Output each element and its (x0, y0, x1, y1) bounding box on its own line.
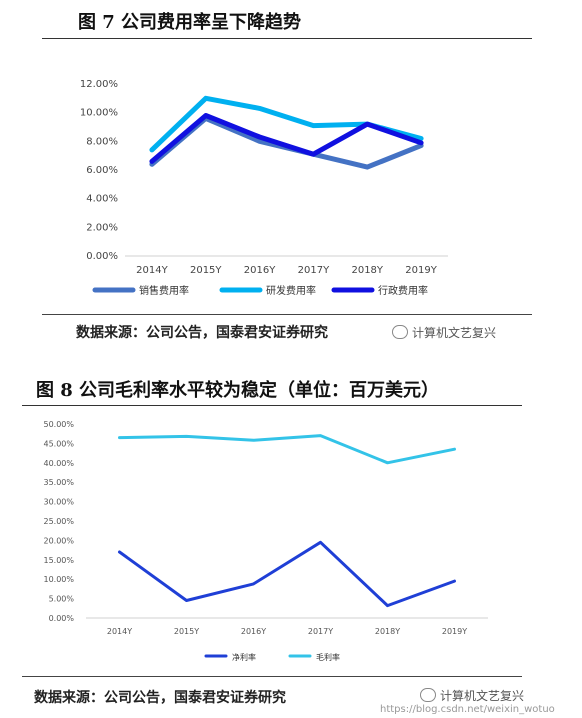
wechat-icon (392, 325, 408, 339)
chart2-x-tick: 2017Y (308, 627, 333, 636)
chart1-x-tick: 2019Y (405, 265, 437, 276)
chart1-y-tick: 6.00% (86, 165, 118, 176)
chart1-x-tick: 2017Y (298, 265, 330, 276)
chart2-y-tick: 5.00% (49, 595, 75, 604)
figure2-source: 数据来源：公司公告，国泰君安证券研究 (34, 690, 286, 706)
wechat-icon (420, 688, 436, 702)
chart1-legend-label: 研发费用率 (266, 284, 316, 297)
figure1-source: 数据来源：公司公告，国泰君安证券研究 (76, 325, 328, 341)
chart2-y-tick: 25.00% (43, 517, 74, 526)
chart1-y-tick: 8.00% (86, 136, 118, 147)
chart2-y-tick: 35.00% (43, 478, 74, 487)
chart2-x-tick: 2016Y (241, 627, 266, 636)
figure1-top-rule (42, 38, 532, 39)
figure1-watermark-text: 计算机文艺复兴 (412, 326, 497, 340)
chart2-legend-label: 毛利率 (316, 652, 340, 662)
chart2-series-line-1 (118, 540, 456, 608)
chart1-plot: 0.00% 2.00% 4.00% 6.00% 8.00% 10.00% 12.00% 201… (80, 79, 448, 297)
chart2-x-tick: 2015Y (174, 627, 199, 636)
chart2-y-tick: 10.00% (43, 575, 74, 584)
figure2-bottom-rule (22, 676, 522, 677)
chart2-series-line-2 (118, 434, 456, 465)
chart2-y-tick: 50.00% (43, 420, 74, 429)
chart1-legend-label: 销售费用率 (139, 284, 189, 297)
chart2-plot: 0.00% 5.00% 10.00% 15.00% 20.00% 25.00% 30.00%… (43, 420, 488, 662)
chart1-y-tick: 12.00% (80, 79, 118, 90)
figure1-watermark: 计算机文艺复兴 (392, 324, 496, 341)
chart1-y-tick: 10.00% (80, 108, 118, 119)
chart2-y-tick: 15.00% (43, 556, 74, 565)
figure2-url: https://blog.csdn.net/weixin_wotuo (380, 704, 555, 715)
chart1-x-tick: 2016Y (244, 265, 276, 276)
chart2-y-tick: 45.00% (43, 439, 74, 448)
chart1-y-tick: 4.00% (86, 194, 118, 205)
chart2-x-tick: 2014Y (107, 627, 132, 636)
chart2-x-tick: 2018Y (375, 627, 400, 636)
chart1-x-tick: 2014Y (136, 265, 168, 276)
figure2-title: 图 8 公司毛利率水平较为稳定（单位：百万美元） (36, 380, 440, 401)
chart1-x-tick: 2018Y (351, 265, 383, 276)
figure2-top-rule (22, 405, 522, 406)
chart1-y-tick: 0.00% (86, 251, 118, 262)
figure1-bottom-rule (42, 314, 532, 315)
chart2-y-tick: 30.00% (43, 498, 74, 507)
chart1-x-tick: 2015Y (190, 265, 222, 276)
chart1-y-tick: 2.00% (86, 222, 118, 233)
chart1-series-line-3 (149, 113, 424, 164)
figure1-title: 图 7 公司费用率呈下降趋势 (78, 12, 302, 33)
chart2-y-tick: 0.00% (49, 614, 75, 623)
chart2-y-tick: 40.00% (43, 459, 74, 468)
figure2-watermark-text: 计算机文艺复兴 (440, 689, 525, 703)
chart2-y-tick: 20.00% (43, 536, 74, 545)
chart2-x-tick: 2019Y (442, 627, 467, 636)
figure2-watermark: 计算机文艺复兴 (420, 687, 524, 704)
chart2-legend-label: 净利率 (232, 652, 256, 662)
chart1-legend-label: 行政费用率 (378, 284, 428, 297)
